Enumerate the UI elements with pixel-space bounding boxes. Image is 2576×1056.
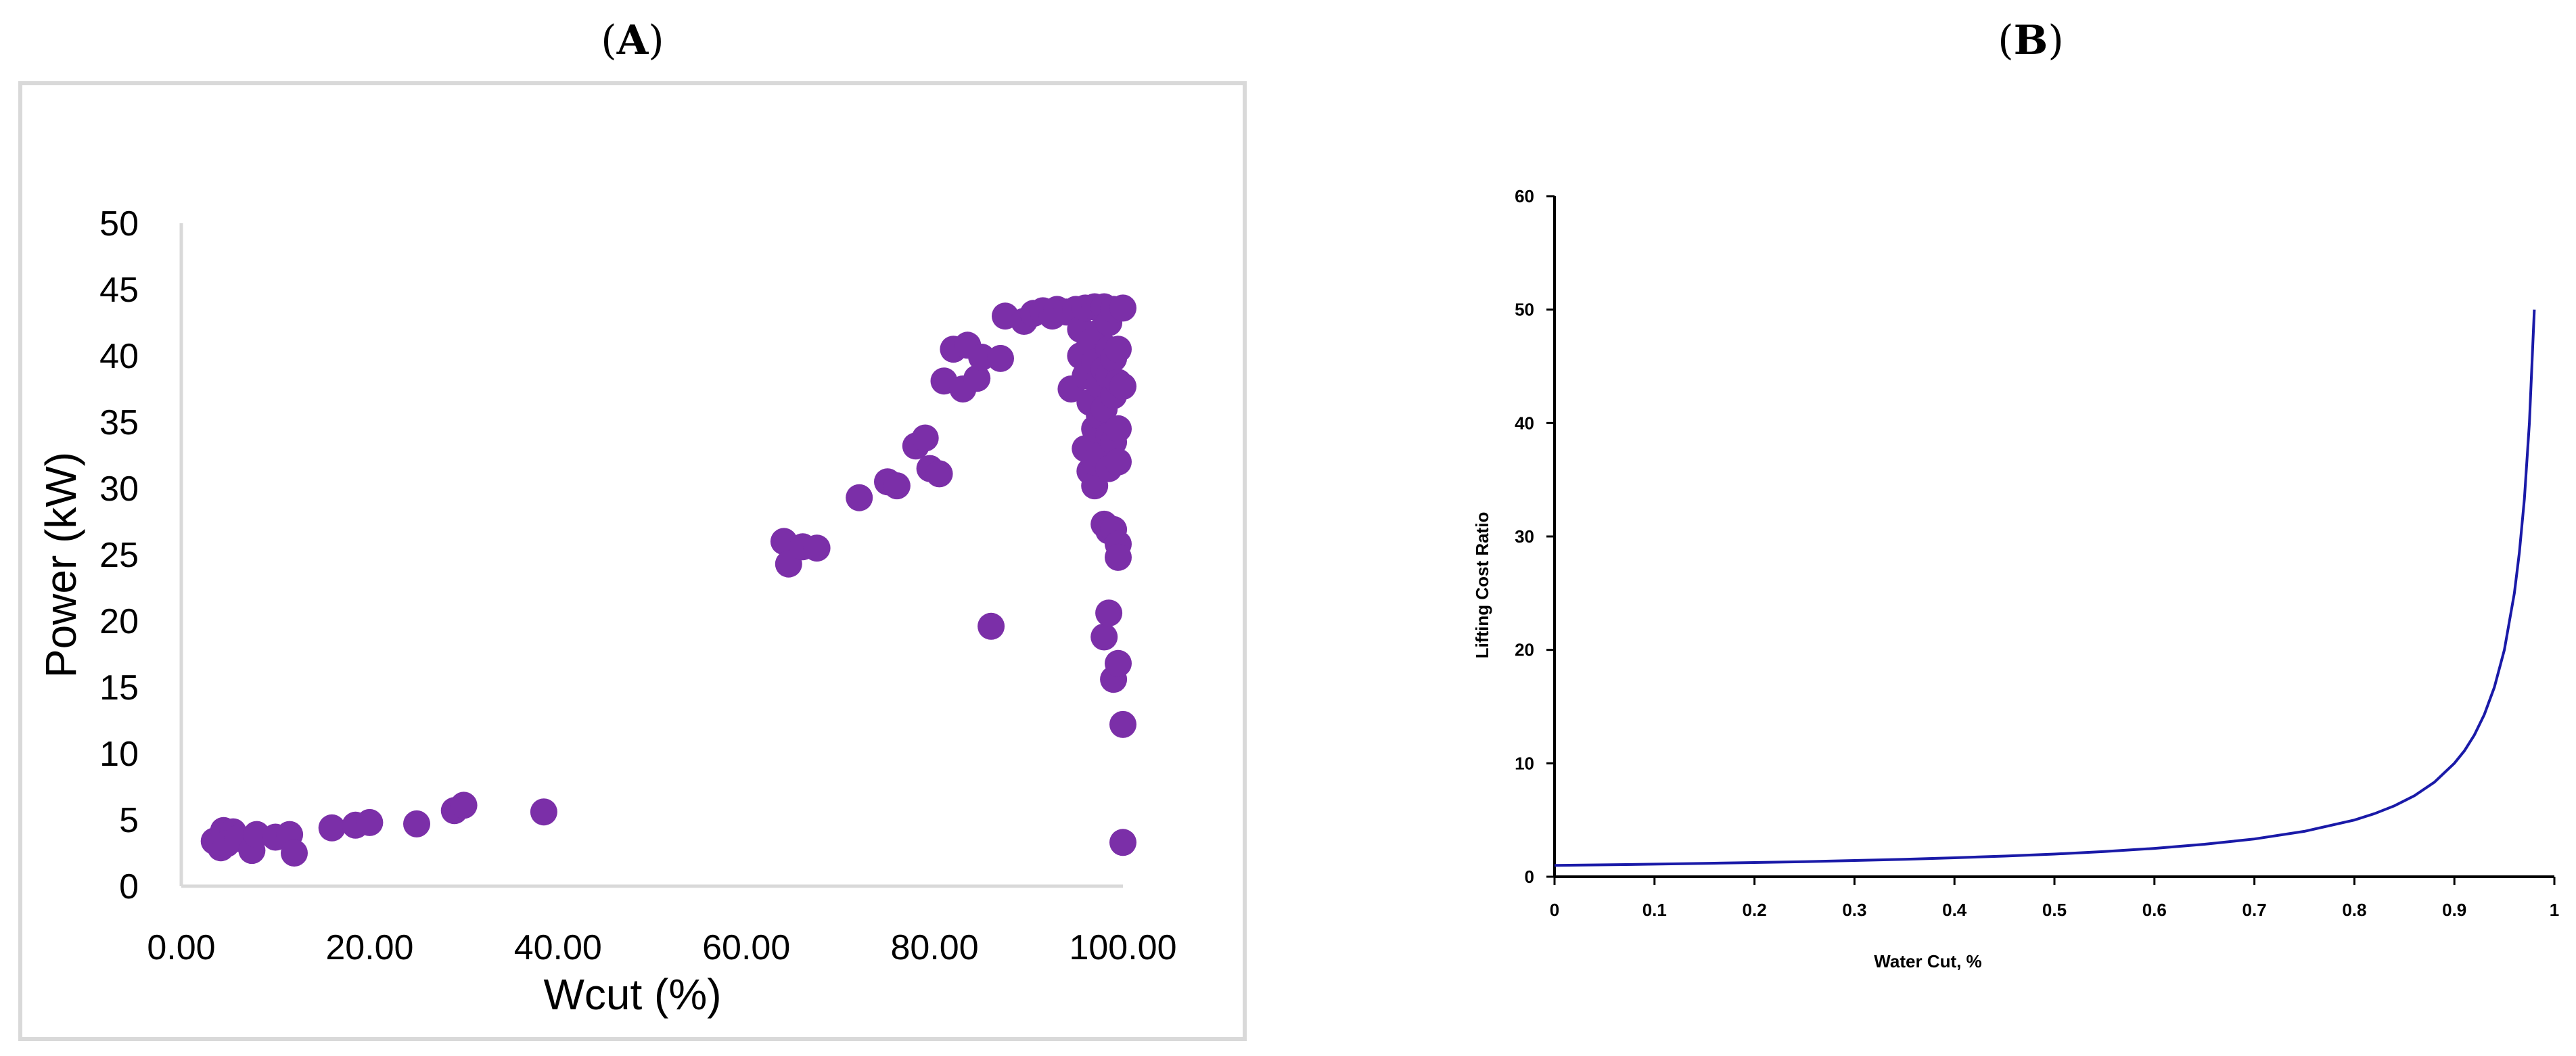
scatter-point (911, 424, 939, 452)
scatter-point (1105, 649, 1132, 677)
scatter-point (978, 612, 1005, 640)
line-y-tick-label: 0 (1525, 867, 1534, 887)
scatter-point (987, 344, 1014, 372)
line-x-tick-label: 0.1 (1642, 900, 1667, 920)
scatter-point (1109, 294, 1136, 322)
scatter-point (530, 798, 557, 826)
scatter-point (963, 365, 991, 392)
scatter-point (846, 484, 873, 511)
line-y-ticks: 0 10 20 30 40 50 60 (1515, 186, 1555, 887)
line-y-tick-label: 10 (1515, 753, 1534, 773)
line-x-ticks: 0 0.1 0.2 0.3 0.4 0.5 0.6 0.7 0.8 0.9 1 (1550, 877, 2559, 920)
scatter-point (318, 814, 346, 842)
scatter-point (281, 840, 308, 867)
scatter-y-tick-label: 15 (99, 668, 139, 708)
line-x-tick-label: 0.5 (2042, 900, 2067, 920)
scatter-point (883, 472, 911, 500)
line-x-tick-label: 0.8 (2342, 900, 2366, 920)
scatter-point (1105, 336, 1132, 363)
panel-b-label-close: ) (2048, 17, 2063, 64)
scatter-y-tick-label: 50 (99, 204, 139, 244)
scatter-x-ticks: 0.00 20.00 40.00 60.00 80.00 100.00 (147, 928, 1176, 967)
scatter-y-tick-label: 30 (99, 469, 139, 509)
scatter-point (403, 810, 430, 837)
scatter-point (1109, 710, 1136, 738)
scatter-x-tick-label: 80.00 (891, 928, 979, 967)
line-x-tick-label: 0.3 (1842, 900, 1866, 920)
scatter-point (1105, 415, 1132, 442)
scatter-x-axis-label: Wcut (%) (543, 970, 721, 1019)
line-series (1554, 309, 2536, 867)
line-y-axis-label: Lifting Cost Ratio (1472, 512, 1492, 659)
line-x-axis-label: Water Cut, % (1874, 951, 1981, 971)
scatter-point (1095, 599, 1123, 627)
line-x-tick-label: 0 (1550, 900, 1559, 920)
scatter-y-tick-label: 25 (99, 536, 139, 575)
scatter-chart-frame (18, 81, 1247, 1041)
panel-b-label-open: ( (1998, 17, 2013, 64)
panel-a-label-letter: A (616, 17, 649, 64)
scatter-y-tick-label: 10 (99, 735, 139, 774)
scatter-chart: 0.00 20.00 40.00 60.00 80.00 100.00 0 5 10 15 20 2… (18, 81, 1247, 1041)
line-y-tick-label: 40 (1515, 413, 1534, 433)
scatter-x-tick-label: 0.00 (147, 928, 215, 967)
scatter-point (925, 460, 953, 488)
scatter-y-tick-label: 20 (99, 602, 139, 641)
line-x-tick-label: 0.7 (2242, 900, 2267, 920)
scatter-point (1105, 543, 1132, 571)
scatter-point (803, 534, 831, 562)
scatter-y-tick-label: 5 (119, 801, 139, 840)
line-series-curve (1554, 309, 2536, 867)
scatter-point (450, 791, 478, 819)
panel-b-label-letter: B (2014, 17, 2048, 64)
scatter-y-tick-label: 35 (99, 403, 139, 442)
scatter-point (1105, 448, 1132, 476)
line-x-tick-label: 0.4 (1942, 900, 1967, 920)
scatter-y-tick-label: 40 (99, 337, 139, 376)
scatter-point (1109, 829, 1136, 856)
panel-a-label: (A) (601, 17, 664, 64)
line-x-tick-label: 0.2 (1743, 900, 1767, 920)
line-x-tick-label: 1 (2550, 900, 2559, 920)
scatter-points (200, 293, 1136, 867)
panel-b-label: (B) (1998, 17, 2064, 64)
scatter-x-tick-label: 20.00 (325, 928, 413, 967)
line-y-tick-label: 30 (1515, 526, 1534, 547)
panel-a-label-open: ( (601, 17, 616, 64)
line-y-tick-label: 20 (1515, 640, 1534, 660)
line-x-tick-label: 0.9 (2442, 900, 2466, 920)
scatter-x-tick-label: 100.00 (1069, 928, 1176, 967)
panel-a-label-close: ) (648, 17, 664, 64)
line-chart: 0 0.1 0.2 0.3 0.4 0.5 0.6 0.7 0.8 0.9 1 0 10 20 30 40 5… (1472, 186, 2559, 971)
line-y-tick-label: 60 (1515, 186, 1534, 206)
scatter-x-tick-label: 40.00 (514, 928, 602, 967)
scatter-point (1090, 623, 1118, 651)
scatter-y-ticks: 0 5 10 15 20 25 30 35 40 45 50 (99, 204, 139, 906)
scatter-y-tick-label: 0 (119, 867, 139, 906)
line-x-tick-label: 0.6 (2142, 900, 2167, 920)
scatter-y-tick-label: 45 (99, 271, 139, 310)
scatter-x-tick-label: 60.00 (702, 928, 790, 967)
scatter-y-axis-label: Power (kW) (37, 452, 85, 678)
scatter-point (356, 808, 384, 836)
line-y-tick-label: 50 (1515, 300, 1534, 320)
scatter-point (1109, 373, 1136, 400)
